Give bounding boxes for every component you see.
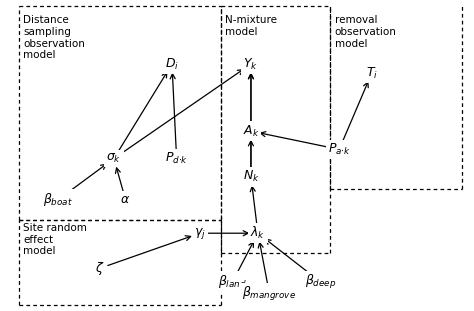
Text: Distance
sampling
observation
model: Distance sampling observation model	[23, 15, 85, 60]
Text: $\beta_{mangrove}$: $\beta_{mangrove}$	[243, 285, 297, 303]
Text: $A_k$: $A_k$	[243, 123, 259, 139]
Text: $\beta_{boat}$: $\beta_{boat}$	[43, 191, 73, 208]
Text: $Y_k$: $Y_k$	[244, 57, 258, 72]
Text: $\alpha$: $\alpha$	[120, 193, 130, 206]
Text: $T_i$: $T_i$	[366, 66, 378, 81]
Text: $\sigma_k$: $\sigma_k$	[106, 152, 121, 165]
Text: $P_{d{\cdot}k}$: $P_{d{\cdot}k}$	[165, 151, 188, 166]
Text: $N_k$: $N_k$	[243, 169, 259, 184]
Text: N-mixture
model: N-mixture model	[226, 15, 277, 37]
Text: $\gamma_j$: $\gamma_j$	[194, 226, 206, 241]
Text: $\lambda_k$: $\lambda_k$	[250, 225, 265, 241]
Text: removal
observation
model: removal observation model	[335, 15, 396, 49]
Text: $D_i$: $D_i$	[165, 57, 179, 72]
Text: $\beta_{land}$: $\beta_{land}$	[218, 273, 247, 290]
Text: $P_{a{\cdot}k}$: $P_{a{\cdot}k}$	[328, 142, 351, 157]
Text: $\zeta$: $\zeta$	[95, 260, 105, 277]
Text: Site random
effect
model: Site random effect model	[23, 223, 87, 256]
Text: $\beta_{deep}$: $\beta_{deep}$	[305, 273, 337, 291]
